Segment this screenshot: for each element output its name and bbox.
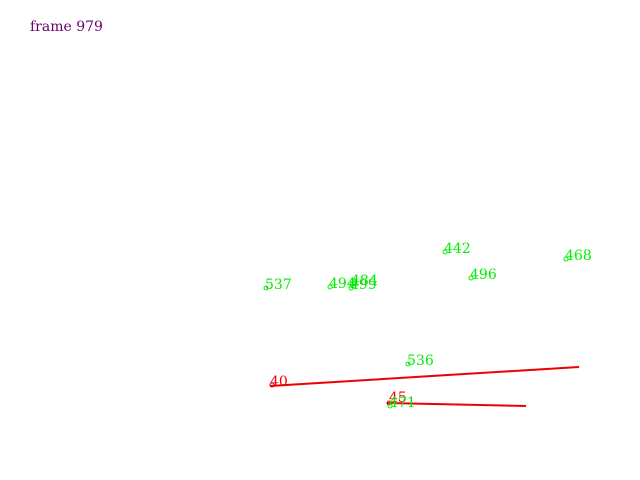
track-496-marker bbox=[468, 275, 474, 281]
track-496-label: 496 bbox=[470, 267, 497, 283]
green-track-496: 496 bbox=[468, 267, 497, 283]
track-45-label: 45 bbox=[389, 390, 407, 406]
green-track-442: 442 bbox=[442, 241, 471, 257]
green-track-471: 471 bbox=[387, 395, 416, 411]
track-536-label: 536 bbox=[407, 353, 434, 369]
track-484-label: 484 bbox=[351, 273, 378, 289]
track-471-marker bbox=[387, 403, 393, 409]
track-499-label: 499 bbox=[350, 277, 377, 293]
green-track-537: 537 bbox=[263, 277, 292, 293]
track-45-marker bbox=[386, 400, 392, 406]
track-499-marker bbox=[348, 285, 354, 291]
track-537-marker bbox=[263, 285, 269, 291]
track-40-path bbox=[269, 366, 580, 387]
track-468-marker bbox=[563, 256, 569, 262]
track-494-marker bbox=[327, 284, 333, 290]
track-442-label: 442 bbox=[444, 241, 471, 257]
track-537-label: 537 bbox=[265, 277, 292, 293]
frame-label: frame 979 bbox=[30, 19, 103, 35]
track-40-label: 40 bbox=[270, 374, 288, 390]
track-468-label: 468 bbox=[565, 248, 592, 264]
track-45-path bbox=[386, 402, 527, 407]
track-40-marker bbox=[269, 382, 275, 388]
track-471-label: 471 bbox=[389, 395, 416, 411]
track-536-marker bbox=[405, 361, 411, 367]
green-track-536: 536 bbox=[405, 353, 434, 369]
green-track-499: 499 bbox=[348, 277, 377, 293]
track-442-marker bbox=[442, 249, 448, 255]
red-track-45: 45 bbox=[386, 390, 527, 407]
red-track-40: 40 bbox=[269, 366, 580, 390]
green-track-468: 468 bbox=[563, 248, 592, 264]
